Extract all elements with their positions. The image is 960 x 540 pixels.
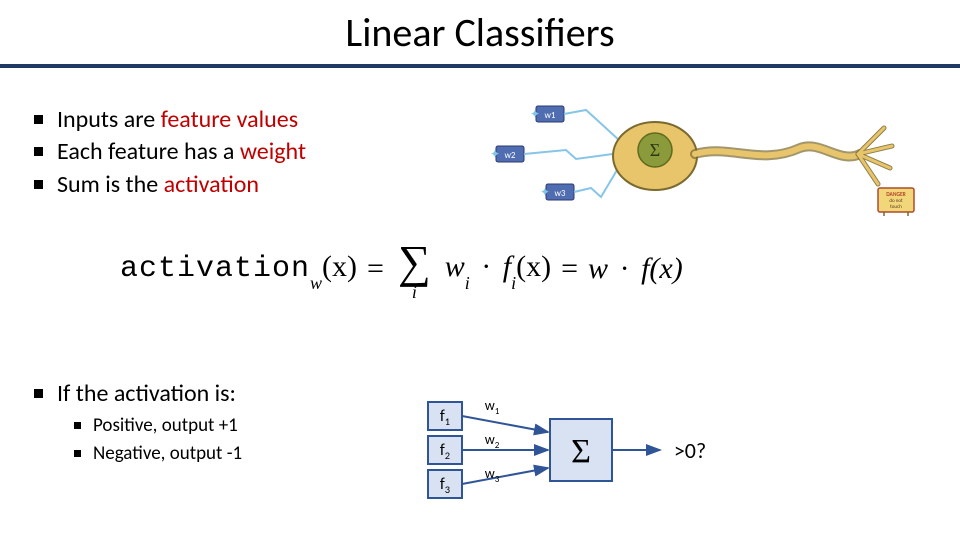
bullet-text: Sum is the activation <box>57 169 259 201</box>
bullet-marker <box>74 422 81 429</box>
svg-text:Σ: Σ <box>650 140 660 160</box>
bullet-item: If the activation is: <box>34 378 242 410</box>
svg-text:✦: ✦ <box>540 186 550 200</box>
bullet-marker <box>74 450 81 457</box>
svg-text:w3: w3 <box>485 465 500 485</box>
bullet-text: Negative, output -1 <box>93 440 242 468</box>
activation-formula: activationw(x) = ∑ i wi · fi(x) = w · f(… <box>120 245 840 293</box>
danger-sign: DANGER do not touch <box>878 188 914 216</box>
title-underline <box>0 64 960 68</box>
svg-text:w2: w2 <box>485 431 500 451</box>
svg-text:w1: w1 <box>545 110 556 121</box>
neuron-illustration: w1 ✦ w2 ✦ w3 ✦ Σ DANGER do not touch <box>480 96 920 216</box>
bullet-item: Sum is the activation <box>34 169 306 201</box>
svg-text:touch: touch <box>890 204 902 210</box>
perceptron-diagram: f1w1f2w2f3w3Σ>0? <box>420 390 840 510</box>
sub-bullet-list: Positive, output +1 Negative, output -1 <box>74 412 242 467</box>
bullet-item: Negative, output -1 <box>74 440 242 468</box>
bullet-item: Inputs are feature values <box>34 104 306 136</box>
slide-title: Linear Classifiers <box>0 8 960 57</box>
bullet-text: If the activation is: <box>57 378 236 410</box>
bullet-marker <box>34 147 43 156</box>
svg-text:Σ: Σ <box>571 433 591 470</box>
slide: Linear Classifiers Inputs are feature va… <box>0 0 960 540</box>
bullet-text: Inputs are feature values <box>57 104 298 136</box>
bullet-marker <box>34 115 43 124</box>
sigma-icon: ∑ i <box>398 245 431 293</box>
bullet-marker <box>34 180 43 189</box>
bullet-item: Each feature has a weight <box>34 136 306 168</box>
svg-text:w3: w3 <box>555 188 566 199</box>
bullet-list-top: Inputs are feature values Each feature h… <box>34 104 306 201</box>
svg-text:✦: ✦ <box>490 148 500 162</box>
svg-text:>0?: >0? <box>674 437 706 464</box>
bullet-text: Each feature has a weight <box>57 136 306 168</box>
svg-text:✦: ✦ <box>530 108 540 122</box>
svg-text:w2: w2 <box>505 150 516 161</box>
bullet-list-lower: If the activation is: Positive, output +… <box>34 378 242 467</box>
bullet-item: Positive, output +1 <box>74 412 242 440</box>
bullet-marker <box>34 389 43 398</box>
bullet-text: Positive, output +1 <box>93 412 238 440</box>
svg-text:w1: w1 <box>485 397 500 417</box>
